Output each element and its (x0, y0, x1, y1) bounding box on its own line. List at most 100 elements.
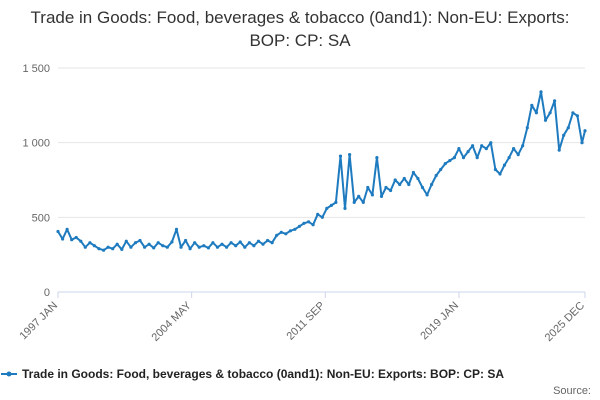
data-point (161, 244, 165, 248)
data-point (420, 185, 425, 190)
data-point (543, 118, 548, 122)
data-point (284, 232, 288, 236)
data-point (379, 194, 384, 198)
data-point (206, 246, 210, 250)
data-point (416, 176, 420, 181)
data-point (320, 215, 324, 219)
data-point (430, 182, 434, 187)
data-point (270, 241, 274, 245)
y-axis: 0 500 1 000 1 500 (22, 63, 50, 299)
data-point (170, 240, 174, 244)
data-point (448, 159, 452, 163)
data-point (165, 245, 169, 249)
data-point (480, 144, 484, 148)
data-point (583, 129, 587, 133)
gridlines (58, 67, 585, 218)
data-point (361, 200, 365, 204)
data-point (348, 153, 352, 157)
data-point (138, 238, 142, 243)
series-layer (56, 90, 587, 252)
data-point (452, 156, 456, 160)
data-point (393, 178, 397, 182)
data-point (338, 154, 343, 158)
source-label: Source: (553, 385, 591, 397)
data-point (252, 244, 256, 248)
data-point (534, 111, 539, 115)
data-point (498, 172, 502, 176)
x-tick-label: 2004 MAY (150, 299, 195, 344)
data-point (220, 242, 224, 246)
data-point (571, 111, 575, 115)
data-point (343, 206, 347, 210)
data-point (302, 221, 306, 225)
data-point (402, 176, 406, 181)
x-tick-label: 1997 JAN (17, 300, 60, 343)
data-point (97, 247, 101, 251)
data-point (293, 227, 297, 231)
data-point (539, 90, 543, 94)
data-point (434, 173, 438, 178)
data-point (461, 156, 466, 160)
data-point (74, 235, 78, 240)
legend-label: Trade in Goods: Food, beverages & tobacc… (22, 367, 504, 381)
data-point (525, 126, 529, 130)
data-point (111, 247, 115, 251)
data-point (197, 245, 201, 249)
x-tick-label: 2025 DEC (543, 300, 587, 344)
data-point (443, 162, 447, 166)
data-point (288, 229, 292, 233)
data-point (70, 238, 74, 242)
data-point (243, 245, 247, 249)
data-point (389, 188, 393, 193)
data-point (484, 147, 488, 151)
data-point (575, 114, 580, 118)
data-point (370, 193, 374, 197)
data-point (439, 167, 443, 172)
data-point (147, 242, 151, 246)
data-point (152, 246, 156, 250)
data-point (256, 239, 261, 243)
data-point (193, 241, 197, 245)
y-tick-label: 1 000 (22, 138, 50, 150)
data-point (156, 241, 160, 245)
data-point (202, 244, 206, 248)
legend[interactable]: Trade in Goods: Food, beverages & tobacc… (1, 367, 504, 381)
data-point (215, 245, 220, 249)
data-point (566, 126, 570, 130)
data-point (179, 245, 183, 249)
data-point (511, 147, 516, 151)
data-point (106, 245, 110, 249)
data-point (316, 212, 320, 216)
data-point (366, 185, 370, 190)
legend-marker (6, 371, 12, 377)
x-tick-labels: 1997 JAN 2004 MAY 2011 SEP 2019 JAN 2025 DEC (17, 292, 587, 344)
y-tick-label: 1 500 (22, 63, 50, 75)
data-point (247, 241, 251, 245)
data-point (530, 103, 534, 107)
data-point (311, 223, 315, 227)
data-point (56, 229, 60, 234)
data-point (238, 240, 242, 244)
data-point (133, 241, 138, 245)
data-point (375, 156, 379, 160)
data-point (329, 203, 333, 207)
data-point (124, 239, 128, 243)
data-point (279, 230, 283, 234)
data-point (489, 141, 493, 145)
data-point (425, 193, 429, 197)
data-point (562, 133, 566, 137)
data-point (92, 244, 96, 248)
data-point (88, 241, 92, 245)
data-point (411, 170, 415, 175)
data-point (188, 247, 192, 251)
data-point (475, 156, 479, 160)
data-point (357, 194, 361, 198)
data-point (307, 220, 311, 224)
x-tick-label: 2011 SEP (284, 300, 327, 343)
chart-title: Trade in Goods: Food, beverages & tobacc… (30, 8, 570, 50)
data-point (184, 238, 188, 243)
data-point (334, 200, 338, 204)
data-point (471, 144, 475, 148)
data-point (502, 163, 507, 167)
